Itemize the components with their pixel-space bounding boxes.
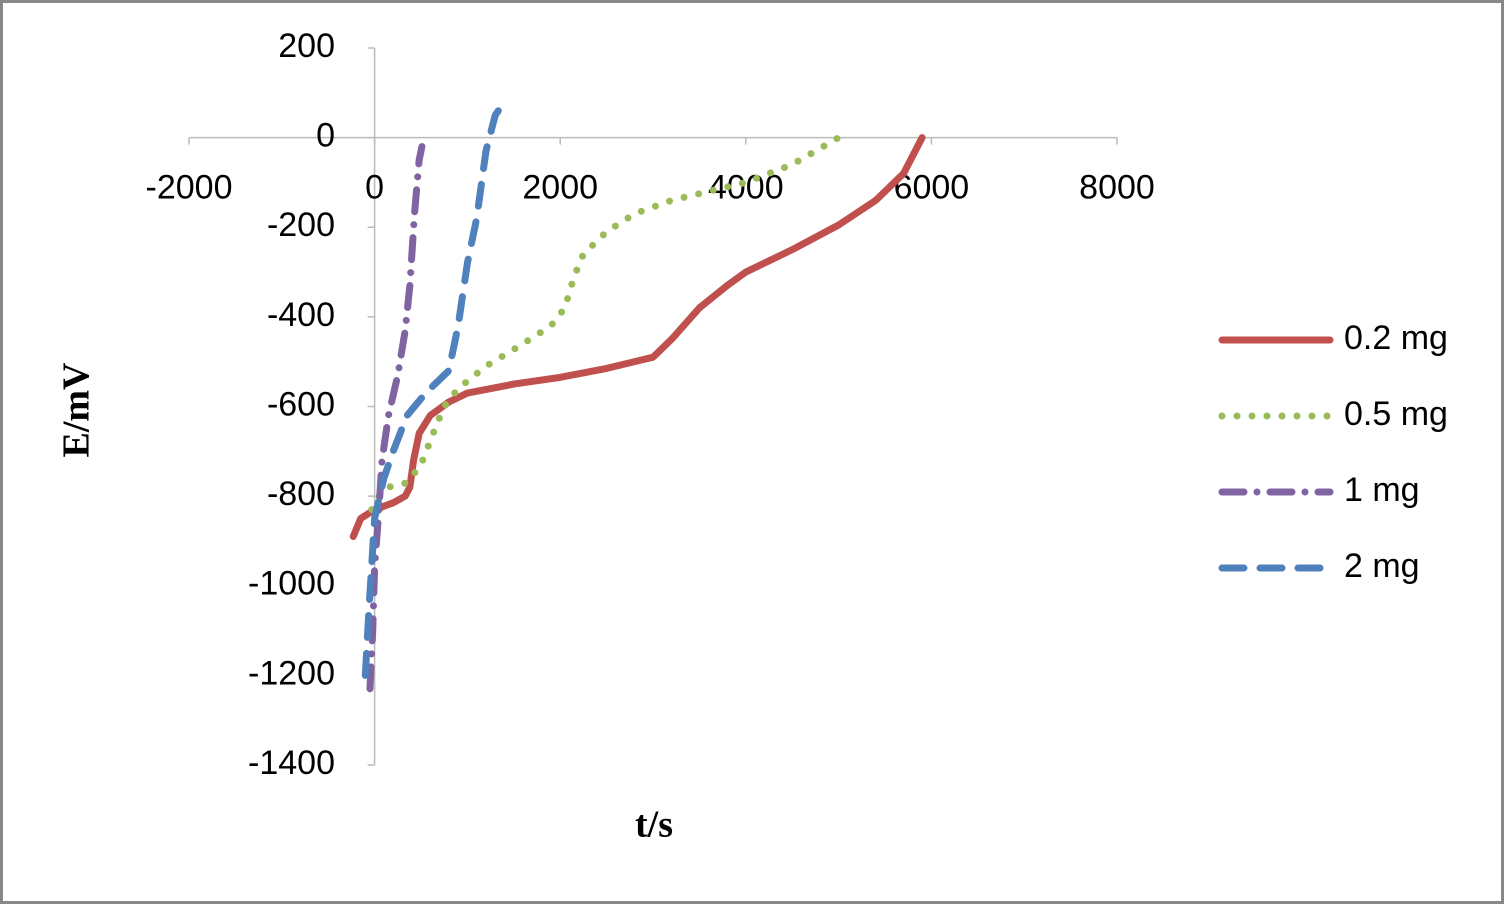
x-tick-label: 2000 — [522, 169, 598, 207]
legend-label: 0.2 mg — [1344, 319, 1448, 357]
series-line — [361, 98, 509, 679]
x-tick-label: -2000 — [146, 169, 233, 207]
legend-label: 0.5 mg — [1344, 395, 1448, 433]
y-axis-title: E/mV — [56, 362, 98, 458]
y-tick-label: -600 — [267, 385, 335, 423]
y-tick-label: -1200 — [248, 654, 335, 692]
x-tick-label: 8000 — [1079, 169, 1155, 207]
series-line — [349, 134, 926, 540]
y-tick-label: 0 — [316, 117, 335, 155]
legend-label: 2 mg — [1344, 547, 1420, 585]
series-line — [368, 134, 843, 514]
x-tick-label: 0 — [365, 169, 384, 207]
x-axis-title: t/s — [635, 804, 673, 846]
y-tick-label: -200 — [267, 206, 335, 244]
y-tick-label: -1400 — [248, 744, 335, 782]
legend-label: 1 mg — [1344, 471, 1420, 509]
y-tick-label: -800 — [267, 475, 335, 513]
y-tick-label: -400 — [267, 296, 335, 334]
y-tick-label: -1000 — [248, 565, 335, 603]
y-tick-label: 200 — [278, 27, 335, 65]
